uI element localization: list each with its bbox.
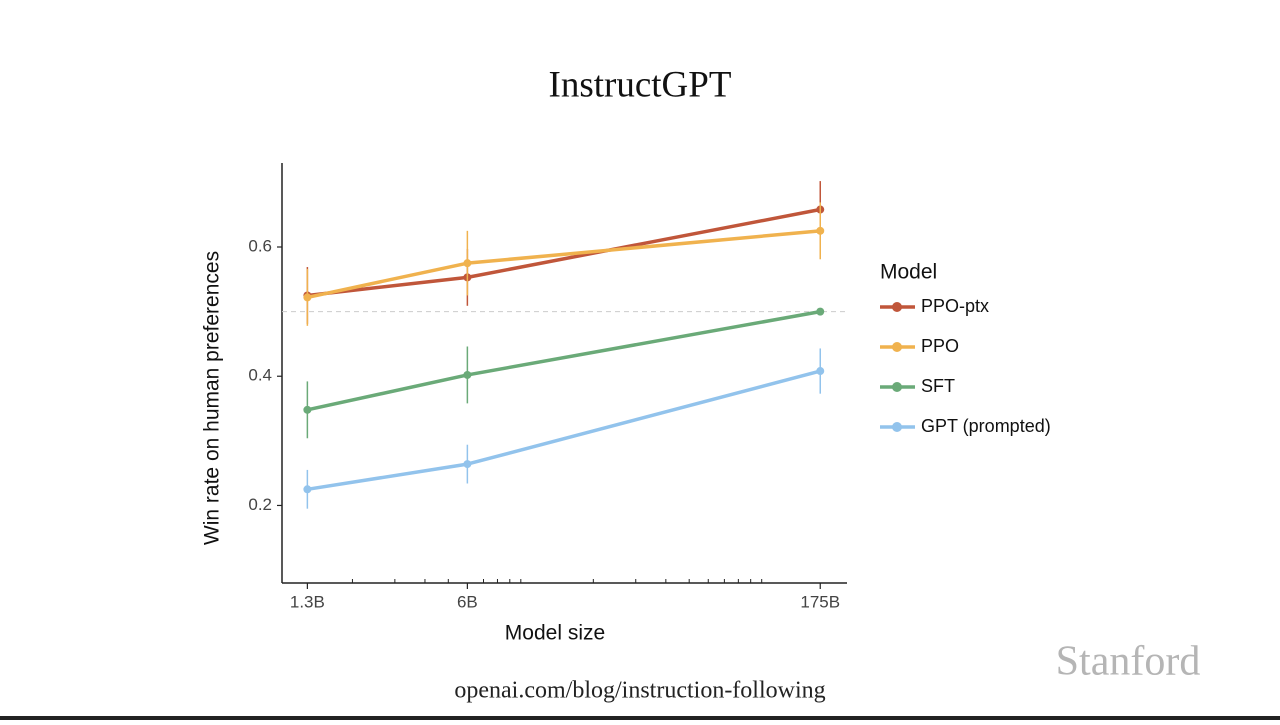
slide-title: InstructGPT [549,64,732,105]
data-point [303,485,312,494]
series-line [307,309,821,412]
legend-label: PPO-ptx [921,296,989,316]
legend-title: Model [880,261,937,284]
legend-label: PPO [921,336,959,356]
legend-label: SFT [921,376,955,396]
x-axis-label: Model size [505,622,605,645]
bottom-bar [0,716,1280,720]
x-tick-label: 175B [800,592,840,611]
x-tick-label: 6B [457,592,478,611]
data-point [816,367,825,376]
legend-label: GPT (prompted) [921,416,1051,436]
legend-marker [892,302,902,312]
data-point [463,370,472,379]
data-point [303,293,312,302]
y-tick-label: 0.4 [248,366,272,385]
legend-marker [892,382,902,392]
y-axis-label: Win rate on human preferences [201,251,224,545]
data-point [816,307,825,316]
source-link: openai.com/blog/instruction-following [454,678,825,704]
data-point [463,460,472,469]
legend-marker [892,342,902,352]
data-point [463,259,472,268]
y-tick-label: 0.6 [248,236,272,255]
logo: Stanford [1056,639,1201,685]
y-tick-label: 0.2 [248,495,272,514]
data-point [303,405,312,414]
x-tick-label: 1.3B [290,592,325,611]
series-line [307,369,821,492]
data-point [816,226,825,235]
legend-marker [892,422,902,432]
